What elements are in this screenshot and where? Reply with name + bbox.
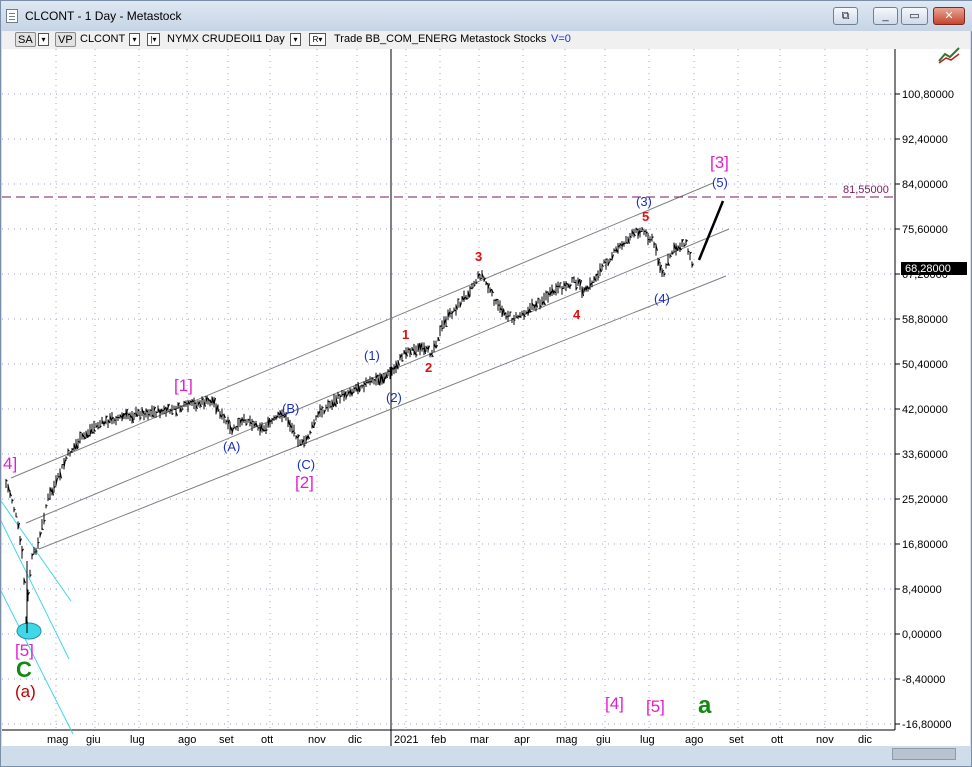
toolbar-info: Trade BB_COM_ENERG Metastock Stocks [334,33,547,45]
sa-dropdown[interactable]: ▾ [38,33,49,46]
sa-button[interactable]: SA [15,32,36,47]
y-axis-area [895,49,970,746]
document-icon [6,9,18,23]
close-button[interactable]: ✕ [933,7,965,25]
x-axis-area [2,730,970,746]
volume-indicator: V=0 [551,33,571,45]
window-title: CLCONT - 1 Day - Metastock [25,9,182,23]
extra-window-button[interactable]: ⧉ [833,7,858,25]
interval-label: 1 Day [256,33,285,45]
chart-tools-icon[interactable] [937,45,961,65]
pipe-dropdown[interactable]: |▾ [147,33,160,46]
symbol-dropdown[interactable]: ▾ [129,33,140,46]
symbol-label: CLCONT [80,33,126,45]
chart-pane[interactable] [2,49,970,746]
restore-button[interactable]: ▭ [901,7,928,25]
interval-dropdown[interactable]: ▾ [290,33,301,46]
vp-button[interactable]: VP [55,32,76,47]
chart-toolbar: SA ▾ VP CLCONT ▾ |▾ NYMX CRUDEOIL 1 Day … [2,31,970,49]
scrollbar-thumb[interactable] [892,748,956,760]
minimize-button[interactable]: _ [873,7,898,25]
horizontal-scrollbar[interactable] [2,746,970,766]
r-dropdown[interactable]: R▾ [309,33,326,46]
description-label: NYMX CRUDEOIL [167,33,259,45]
title-bar: CLCONT - 1 Day - Metastock ⧉ _ ▭ ✕ [1,1,972,31]
